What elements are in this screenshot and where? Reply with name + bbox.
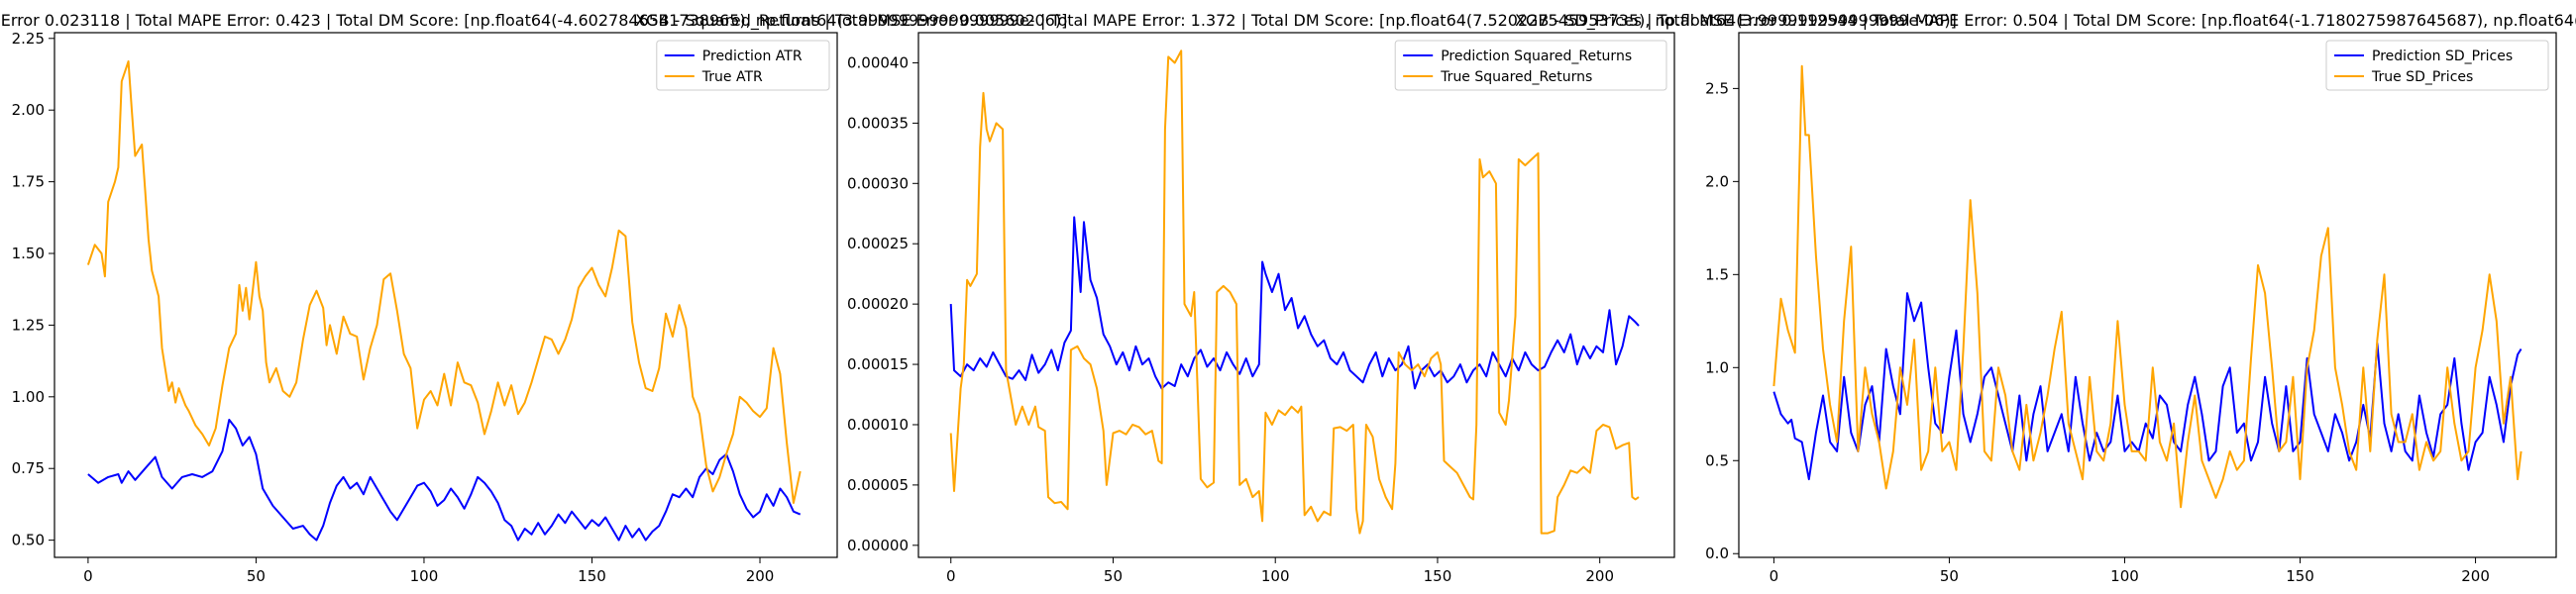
x-tick-label: 50 <box>247 567 266 585</box>
series-line-true <box>86 60 802 504</box>
legend-label: True SD_Prices <box>2371 69 2473 85</box>
x-tick-label: 0 <box>1770 567 1779 585</box>
chart-panel-3: XGB - SD_Prices | Total MSE Error 0.1125… <box>1515 11 2576 585</box>
y-tick-label: 1.75 <box>12 173 45 191</box>
chart-panel-2: XGB - Squared_Returns | Total MSE Error … <box>635 11 1957 585</box>
series-line-prediction <box>949 216 1640 390</box>
y-tick-label: 0.00025 <box>847 235 909 252</box>
chart-panel-1: XGB - ATR | Total MSE Error 0.023118 | T… <box>0 11 1067 585</box>
x-tick-label: 50 <box>1104 567 1123 585</box>
y-tick-label: 2.25 <box>12 30 45 48</box>
y-tick-label: 1.0 <box>1705 358 1729 376</box>
x-tick-label: 0 <box>946 567 956 585</box>
y-tick-label: 0.50 <box>12 532 45 549</box>
y-tick-label: 2.00 <box>12 101 45 119</box>
y-tick-label: 0.00040 <box>847 53 909 71</box>
y-tick-label: 0.00035 <box>847 114 909 132</box>
legend-box <box>2325 40 2549 91</box>
y-tick-label: 1.00 <box>12 388 45 406</box>
y-tick-label: 2.5 <box>1705 79 1729 97</box>
series-line-prediction <box>1772 292 2522 481</box>
x-tick-label: 0 <box>83 567 93 585</box>
y-tick-label: 0.00030 <box>847 174 909 192</box>
chart-title: XGB - ATR | Total MSE Error 0.023118 | T… <box>0 11 1067 30</box>
y-tick-label: 1.50 <box>12 245 45 262</box>
x-tick-label: 200 <box>746 567 775 585</box>
x-tick-label: 200 <box>2461 567 2490 585</box>
series-line-true <box>1772 64 2522 509</box>
axes-frame <box>54 32 838 558</box>
legend-box <box>656 40 830 91</box>
x-tick-label: 200 <box>1585 567 1614 585</box>
y-tick-label: 0.00005 <box>847 476 909 494</box>
chart-title: XGB - SD_Prices | Total MSE Error 0.1125… <box>1515 11 2576 31</box>
x-tick-label: 150 <box>2286 567 2314 585</box>
legend-box <box>1394 40 1667 91</box>
y-tick-label: 0.00020 <box>847 295 909 313</box>
y-tick-label: 0.75 <box>12 459 45 477</box>
x-tick-label: 150 <box>578 567 606 585</box>
x-tick-label: 100 <box>410 567 439 585</box>
y-tick-label: 0.00010 <box>847 416 909 434</box>
y-tick-label: 0.5 <box>1705 451 1729 469</box>
legend: Prediction SD_Prices True SD_Prices <box>2325 40 2549 91</box>
y-tick-label: 1.25 <box>12 316 45 334</box>
x-tick-label: 100 <box>1261 567 1290 585</box>
series-line-true <box>949 50 1640 535</box>
legend-label: True ATR <box>701 69 763 85</box>
x-tick-label: 150 <box>1424 567 1452 585</box>
legend-label: Prediction ATR <box>702 49 803 64</box>
axes-frame <box>917 32 1675 558</box>
y-tick-label: 0.00015 <box>847 355 909 373</box>
legend-label: Prediction SD_Prices <box>2372 49 2513 64</box>
legend-label: Prediction Squared_Returns <box>1441 49 1632 64</box>
x-tick-label: 100 <box>2110 567 2139 585</box>
y-tick-label: 2.0 <box>1705 172 1729 190</box>
y-tick-label: 1.5 <box>1705 265 1729 283</box>
legend: Prediction ATR True ATR <box>656 40 830 91</box>
series-line-prediction <box>87 419 802 542</box>
y-tick-label: 0.00000 <box>847 537 909 554</box>
y-tick-label: 0.0 <box>1705 544 1729 562</box>
axes-frame <box>1738 32 2557 558</box>
x-tick-label: 50 <box>1940 567 1959 585</box>
chart-title: XGB - Squared_Returns | Total MSE Error … <box>635 11 1957 31</box>
legend-label: True Squared_Returns <box>1440 69 1592 85</box>
legend: Prediction Squared_Returns True Squared_R… <box>1394 40 1667 91</box>
